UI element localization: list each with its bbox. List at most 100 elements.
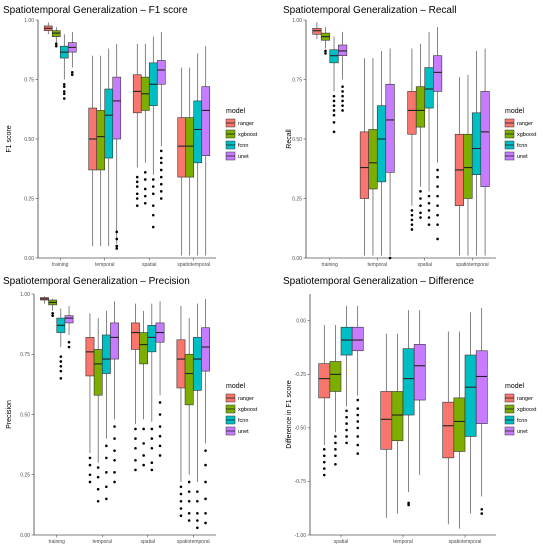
outlier-point	[54, 42, 58, 46]
outlier-point	[410, 213, 414, 217]
x-tick-label: spatiotemporal	[449, 539, 482, 544]
outlier-point	[105, 485, 108, 489]
outlier-point	[142, 442, 145, 445]
y-tick-label: 0.25	[24, 196, 34, 202]
box	[318, 363, 331, 399]
outlier-point	[204, 521, 207, 525]
outlier-point	[196, 490, 199, 493]
box	[480, 91, 490, 187]
outlier-point	[150, 446, 154, 450]
panel-4: Spatiotemporal Generalization – Differen…	[283, 276, 537, 544]
outlier-point	[341, 99, 344, 103]
outlier-point	[436, 194, 439, 198]
outlier-point	[345, 435, 348, 438]
outlier-point	[356, 435, 360, 438]
outlier-point	[480, 507, 484, 511]
x-tick-label: spatial	[141, 539, 155, 544]
box	[407, 91, 417, 135]
y-tick-label: 0.00	[296, 319, 306, 325]
legend-label: unet	[517, 154, 528, 160]
y-tick-label: 0.75	[24, 77, 34, 83]
legend-label: ranger	[517, 121, 533, 127]
outlier-point	[96, 487, 100, 491]
outlier-point	[62, 85, 66, 88]
outlier-point	[345, 428, 348, 432]
outlier-point	[151, 204, 155, 207]
outlier-point	[187, 519, 191, 522]
outlier-point	[150, 437, 154, 440]
x-tick-label: spatial	[142, 262, 156, 268]
outlier-point	[51, 311, 54, 315]
box	[192, 337, 202, 391]
outlier-point	[410, 209, 414, 212]
box	[337, 44, 348, 57]
y-axis-label: Difference in F1 score	[286, 380, 293, 448]
legend: model ranger xgboost fcnn unet	[504, 383, 537, 436]
legend: model ranger xgboost fcnn unet	[225, 383, 258, 436]
box	[415, 86, 426, 128]
x-tick-label: spatiotemporal	[177, 262, 210, 268]
box	[359, 131, 369, 199]
y-tick-label: 0.25	[292, 196, 302, 202]
outlier-point	[150, 468, 154, 472]
series-xgboost	[329, 325, 466, 529]
outlier-point	[135, 192, 139, 196]
outlier-point	[143, 187, 147, 191]
box	[329, 361, 342, 392]
outlier-point	[105, 456, 108, 460]
outlier-point	[204, 449, 207, 452]
box	[463, 133, 473, 199]
outlier-point	[151, 178, 155, 181]
outlier-point	[419, 197, 422, 200]
y-tick-label: 0.25	[20, 473, 30, 479]
legend-label: xgboost	[238, 132, 258, 138]
legend-label: fcnn	[238, 418, 248, 424]
box	[442, 401, 455, 459]
outlier-point	[134, 468, 137, 472]
outlier-point	[356, 407, 360, 410]
outlier-point	[88, 480, 92, 484]
outlier-point	[341, 104, 344, 107]
x-tick-label: spatiotemporal	[177, 539, 210, 544]
outlier-point	[113, 471, 116, 474]
outlier-point	[113, 425, 116, 428]
outlier-point	[134, 437, 137, 440]
outlier-point	[59, 365, 63, 368]
outlier-point	[436, 185, 439, 188]
outlier-point	[143, 194, 147, 198]
outlier-point	[158, 425, 162, 428]
outlier-point	[427, 223, 431, 226]
outlier-point	[113, 480, 116, 484]
box	[193, 100, 203, 164]
box	[64, 315, 74, 324]
legend-title: model	[226, 383, 246, 390]
outlier-point	[356, 413, 360, 417]
outlier-point	[105, 444, 108, 448]
x-tick-label: spatial	[418, 262, 432, 268]
box	[464, 354, 477, 437]
outlier-point	[134, 446, 137, 450]
outlier-point	[345, 409, 348, 413]
outlier-point	[427, 201, 431, 205]
outlier-point	[142, 427, 145, 431]
outlier-point	[436, 175, 439, 179]
outlier-point	[332, 121, 336, 124]
y-tick-label: 1.00	[292, 18, 302, 24]
outlier-point	[158, 444, 162, 448]
outlier-point	[332, 130, 336, 134]
y-tick-label: 0.00	[20, 533, 30, 539]
y-axis-label: F1 score	[6, 125, 13, 152]
outlier-point	[135, 175, 139, 179]
y-axis-label: Recall	[286, 129, 293, 149]
box	[424, 67, 434, 109]
box	[380, 391, 393, 450]
outlier-point	[324, 52, 327, 55]
outlier-point	[135, 185, 139, 188]
outlier-point	[436, 223, 439, 226]
series-xgboost	[51, 27, 195, 256]
outlier-point	[334, 441, 337, 445]
box	[101, 334, 111, 374]
panel-1: Spatiotemporal Generalization – F1 score…	[3, 5, 258, 268]
outlier-point	[410, 228, 414, 231]
legend-label: xgboost	[517, 407, 537, 413]
